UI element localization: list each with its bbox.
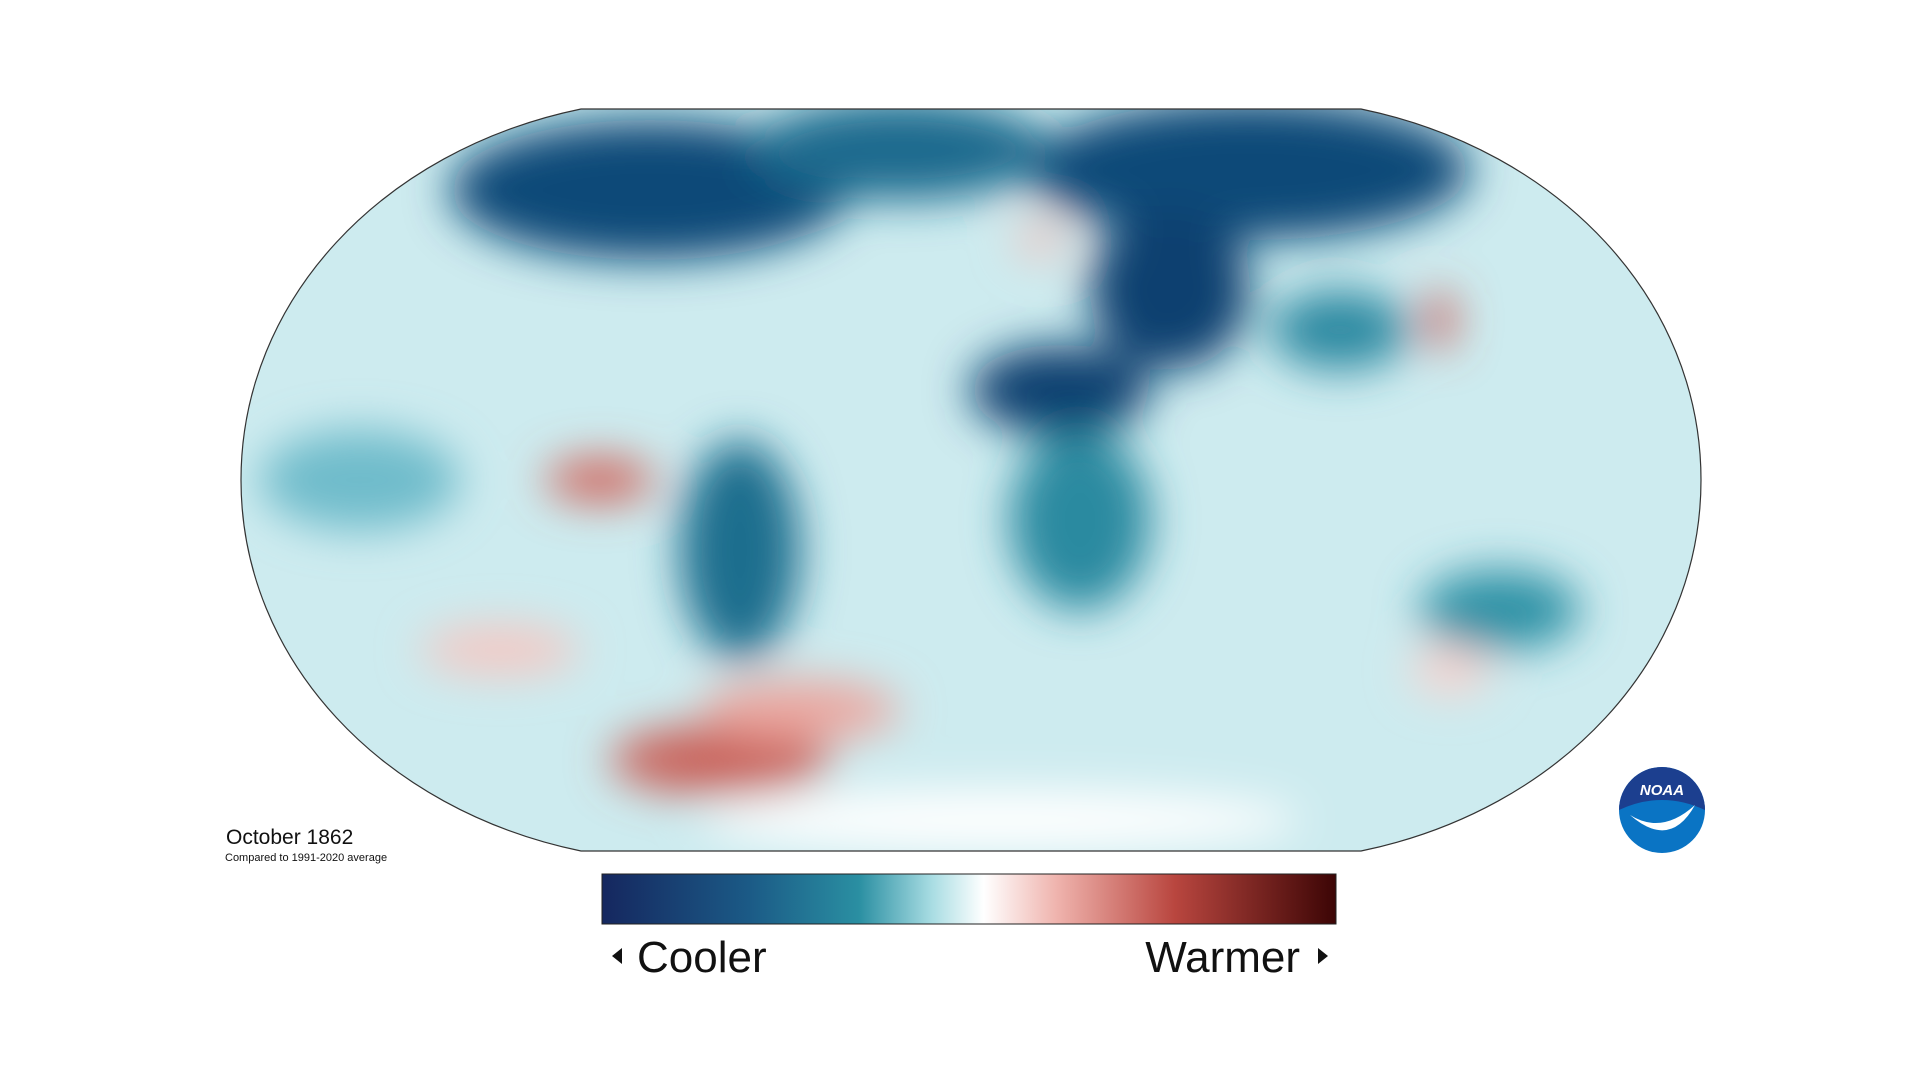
- left-arrow: [612, 948, 622, 964]
- color-bar: [601, 873, 1337, 925]
- map-outline: [240, 108, 1702, 852]
- map-subtitle: Compared to 1991-2020 average: [225, 852, 387, 864]
- map-field: [241, 109, 1701, 851]
- legend-high-label: Warmer: [1145, 933, 1300, 982]
- right-arrow: [1318, 948, 1328, 964]
- legend-low-label: Cooler: [637, 933, 767, 982]
- map-title: October 1862: [226, 826, 353, 849]
- logo-text: NOAA: [1640, 782, 1684, 799]
- noaa-logo: NOAA: [1619, 767, 1705, 853]
